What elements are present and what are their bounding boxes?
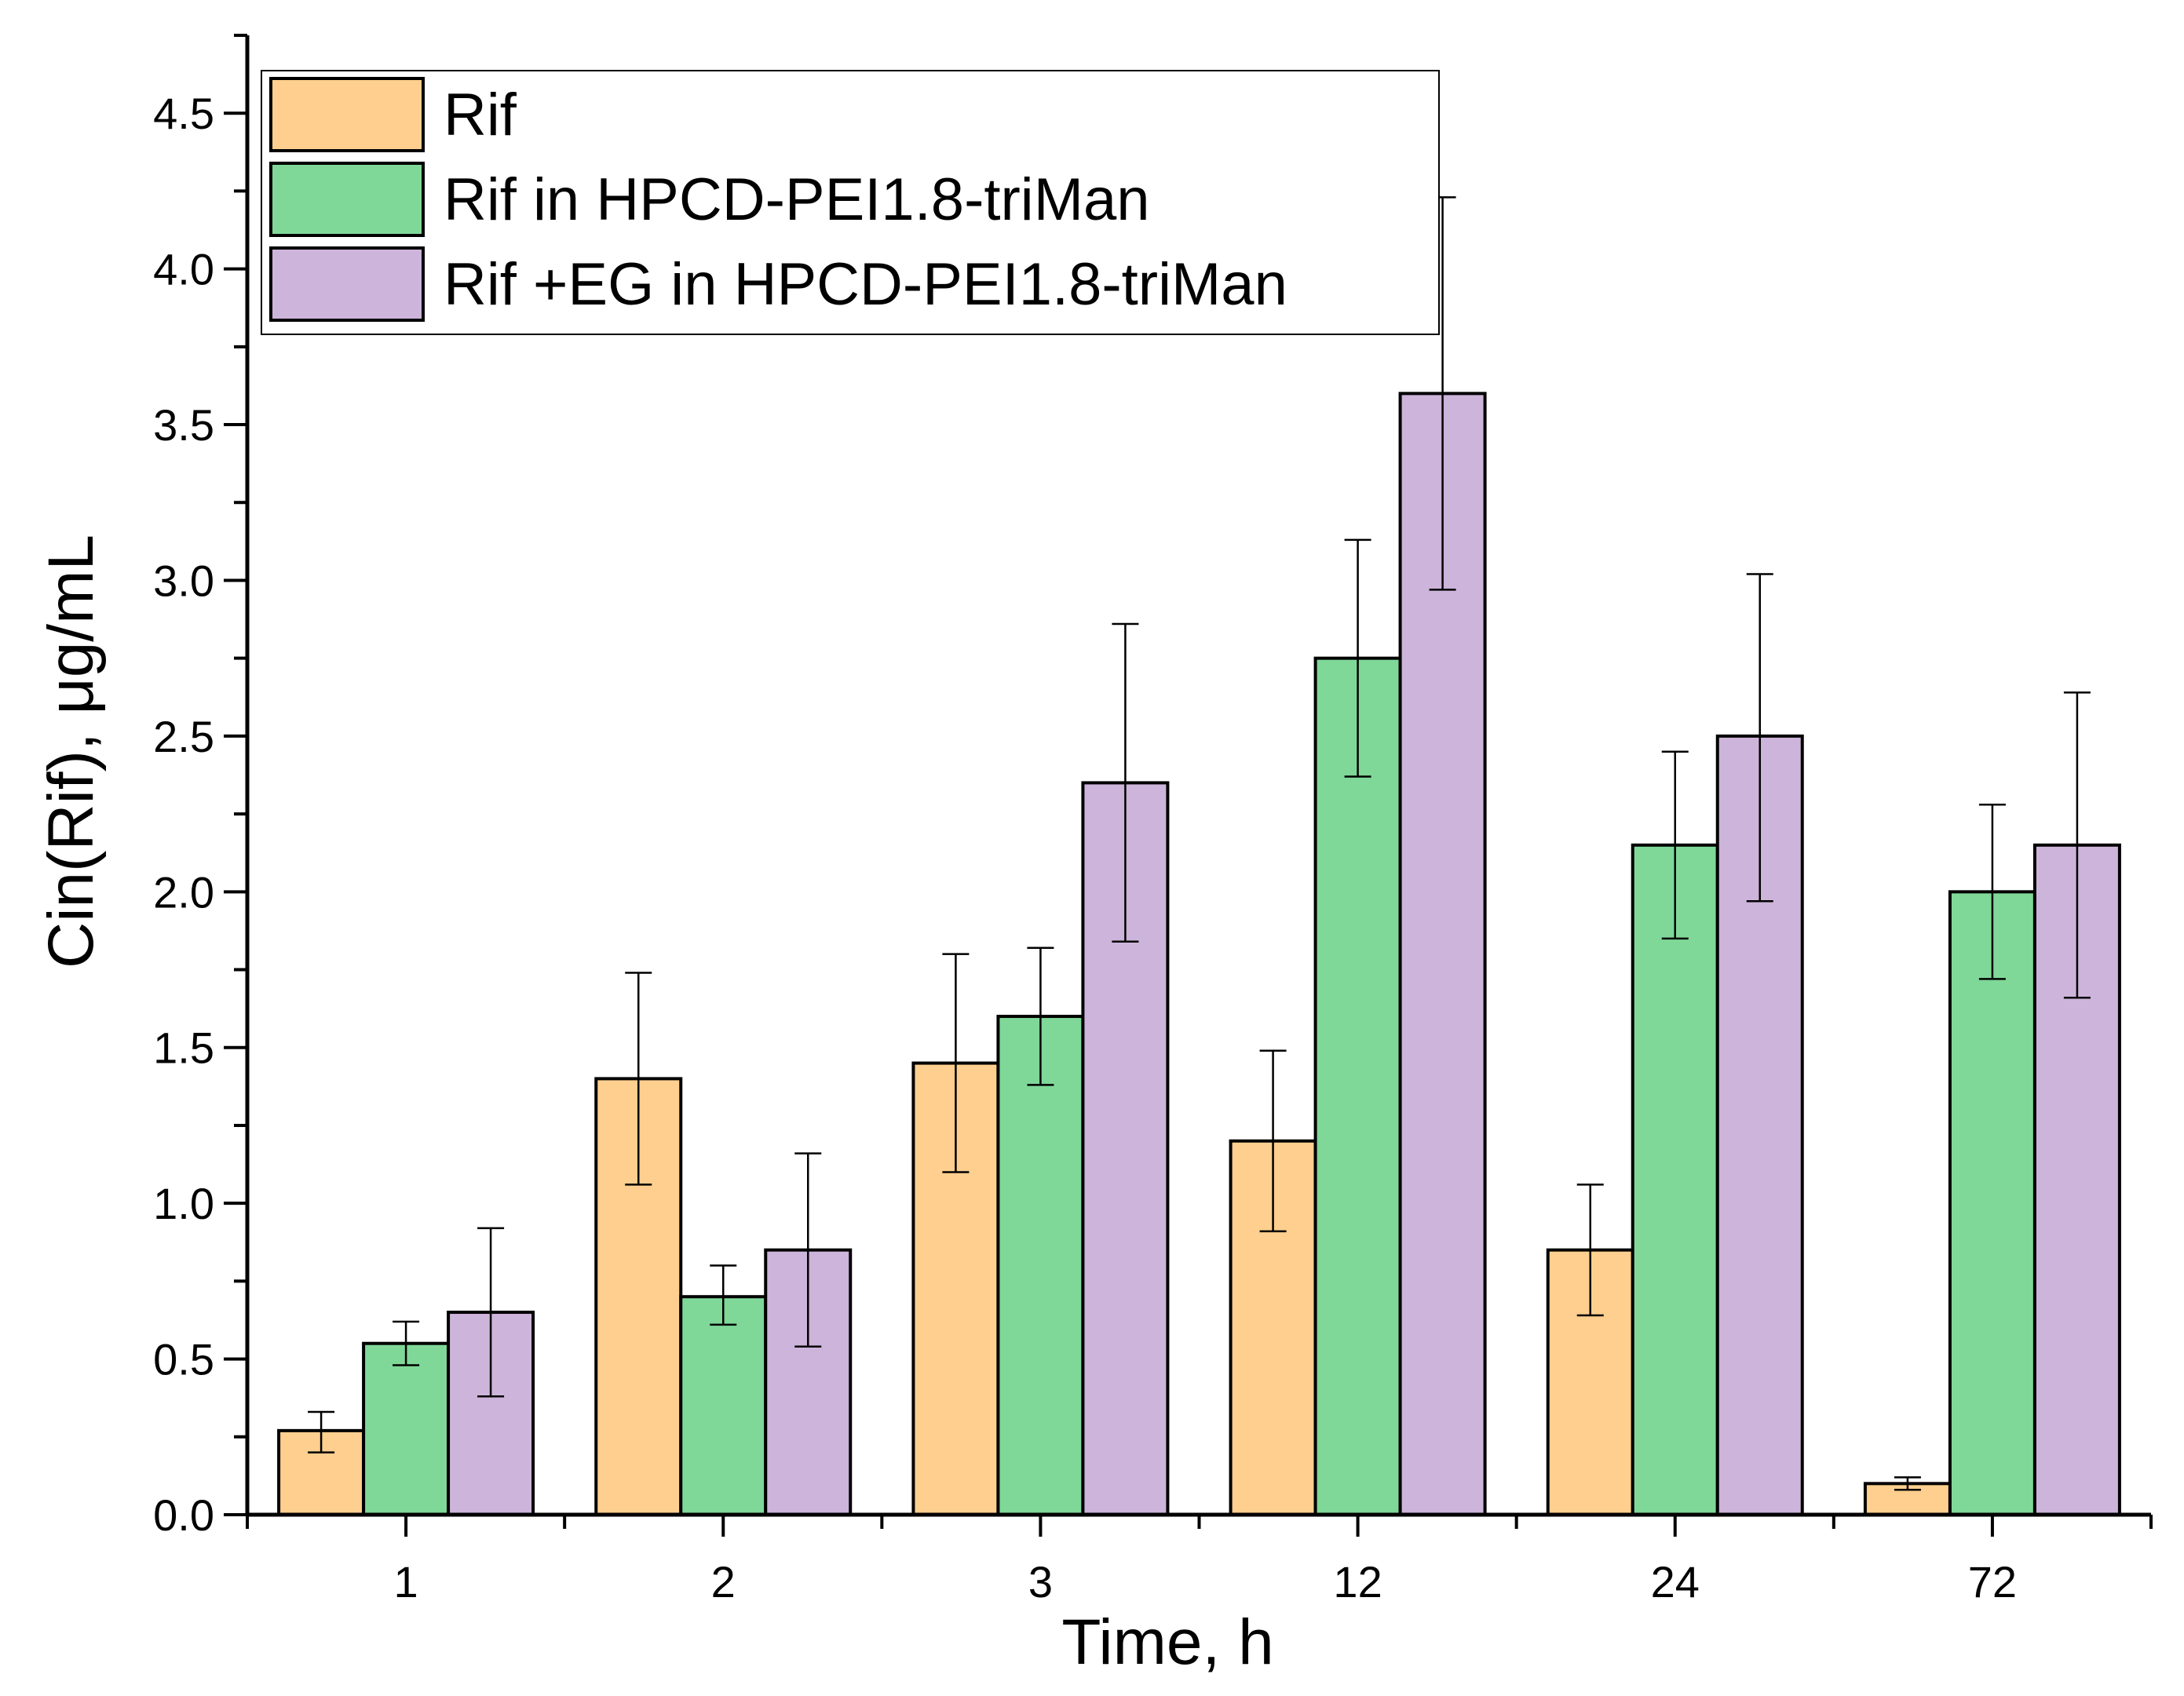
x-tick-label: 2 bbox=[711, 1557, 736, 1607]
legend-frame bbox=[261, 70, 1440, 335]
y-tick-label: 4.0 bbox=[153, 245, 214, 294]
legend-item: Rif bbox=[269, 77, 517, 152]
bar-rif-in-hpcd-pei1-8-triman-2 bbox=[679, 1295, 768, 1517]
bar-rif-in-hpcd-pei1-8-triman-3 bbox=[996, 1015, 1085, 1516]
y-tick-label: 4.5 bbox=[153, 89, 214, 138]
legend-swatch bbox=[269, 246, 425, 322]
x-tick-label: 3 bbox=[1028, 1557, 1053, 1607]
error-bar bbox=[942, 953, 970, 1173]
legend-swatch bbox=[269, 162, 425, 237]
bar-rif-eg-in-hpcd-pei1-8-triman-2 bbox=[764, 1248, 853, 1516]
y-tick-label: 2.5 bbox=[153, 712, 214, 761]
x-tick-label: 24 bbox=[1651, 1557, 1700, 1607]
legend-item: Rif in HPCD-PEI1.8-triMan bbox=[269, 162, 1150, 237]
legend-label: Rif +EG in HPCD-PEI1.8-triMan bbox=[444, 251, 1287, 318]
x-axis-title: Time, h bbox=[1061, 1607, 1273, 1678]
error-bar bbox=[710, 1264, 737, 1326]
x-tick-label: 72 bbox=[1968, 1557, 2017, 1607]
error-bar bbox=[1576, 1184, 1604, 1317]
error-bar bbox=[625, 972, 652, 1186]
error-bar bbox=[477, 1227, 505, 1398]
error-bar bbox=[1112, 622, 1139, 943]
legend-items: Rif Rif in HPCD-PEI1.8-triMan Rif +EG in H… bbox=[269, 77, 1287, 322]
error-bar bbox=[1746, 573, 1773, 903]
error-bar bbox=[1894, 1476, 1921, 1491]
y-axis-title: Cin(Rif), μg/mL bbox=[35, 534, 107, 968]
y-tick-label: 3.5 bbox=[153, 400, 214, 450]
error-bar bbox=[308, 1410, 335, 1453]
error-bar bbox=[2063, 691, 2091, 999]
bar-rif-in-hpcd-pei1-8-triman-12 bbox=[1313, 656, 1402, 1516]
error-bar bbox=[393, 1320, 420, 1366]
error-bar bbox=[1661, 750, 1689, 940]
legend: Rif Rif in HPCD-PEI1.8-triMan Rif +EG in H… bbox=[261, 70, 1440, 335]
x-ticks: 1 2 3 12 24 72 bbox=[246, 1515, 2153, 1607]
error-bar bbox=[1027, 946, 1054, 1086]
error-bar bbox=[1259, 1049, 1287, 1233]
legend-label: Rif bbox=[444, 82, 517, 148]
error-bar bbox=[1978, 803, 2006, 980]
bar-rif-in-hpcd-pei1-8-triman-24 bbox=[1631, 843, 1719, 1516]
y-tick-label: 2.0 bbox=[153, 867, 214, 917]
legend-item: Rif +EG in HPCD-PEI1.8-triMan bbox=[269, 246, 1287, 322]
x-tick-label: 12 bbox=[1333, 1557, 1382, 1607]
bar-rif-in-hpcd-pei1-8-triman-72 bbox=[1948, 890, 2036, 1516]
error-bar bbox=[1344, 538, 1371, 778]
y-ticks: 0.0 0.5 1.0 1.5 2.0 2.5 3.0 3.5 4.0 4.5 bbox=[153, 34, 247, 1540]
y-tick-label: 0.0 bbox=[153, 1490, 214, 1540]
bars-layer bbox=[277, 392, 2121, 1517]
error-bars-layer bbox=[308, 196, 2091, 1491]
x-tick-label: 1 bbox=[394, 1557, 418, 1607]
legend-swatch bbox=[269, 77, 425, 152]
y-tick-label: 0.5 bbox=[153, 1335, 214, 1384]
legend-label: Rif in HPCD-PEI1.8-triMan bbox=[444, 166, 1150, 233]
y-tick-label: 1.0 bbox=[153, 1179, 214, 1228]
bar-rif-in-hpcd-pei1-8-triman-1 bbox=[362, 1341, 451, 1516]
error-bar bbox=[794, 1152, 822, 1348]
y-tick-label: 1.5 bbox=[153, 1023, 214, 1073]
y-tick-label: 3.0 bbox=[153, 556, 214, 605]
